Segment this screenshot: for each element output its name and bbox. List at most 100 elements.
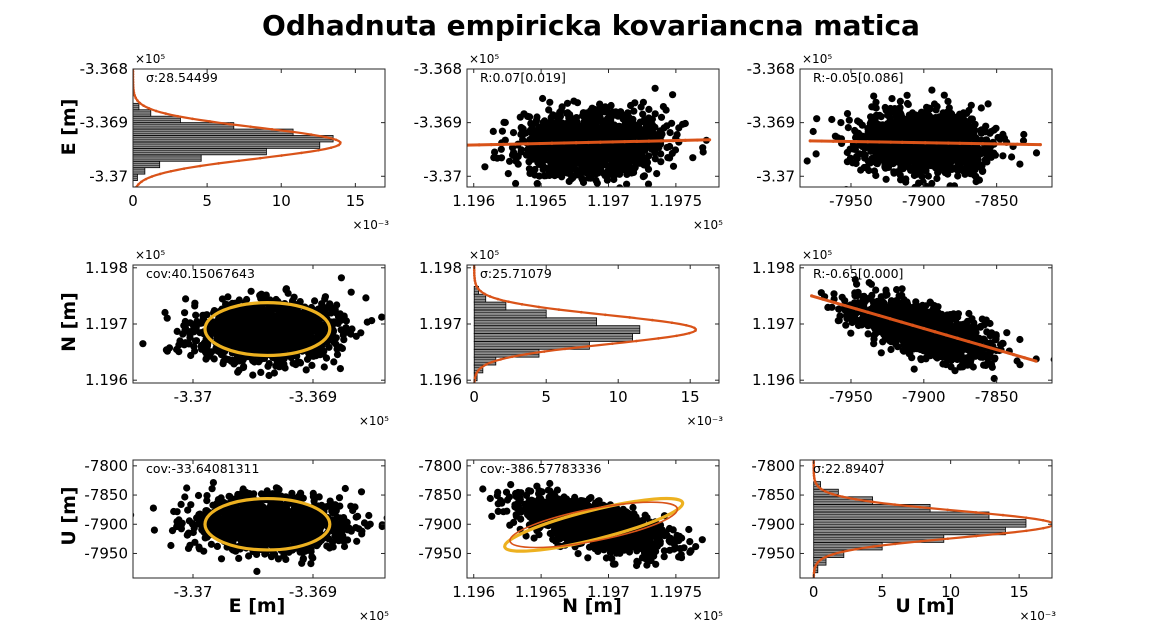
gaussian-fit-marker: [237, 159, 241, 163]
regression-marker: [550, 141, 554, 145]
x-tick-label: -3.37: [174, 388, 213, 406]
scatter-point: [281, 345, 289, 354]
scatter-point: [317, 306, 326, 314]
scatter-point: [542, 153, 550, 162]
scatter-point: [264, 320, 272, 328]
scatter-point: [517, 148, 525, 156]
y-tick-label: -3.37: [89, 167, 128, 185]
gaussian-fit-marker: [258, 156, 262, 160]
annotation-text: R:-0.05[0.086]: [813, 70, 903, 85]
gaussian-fit-marker: [164, 112, 167, 115]
scatter-point: [347, 288, 355, 296]
scatter-point: [936, 117, 944, 125]
gaussian-fit-marker: [488, 295, 492, 298]
scatter-point: [512, 179, 520, 187]
scatter-point: [619, 111, 627, 119]
scatter-point: [651, 110, 659, 118]
scatter-point: [645, 114, 653, 122]
scatter-point: [192, 324, 200, 332]
scatter-point: [325, 343, 333, 351]
annotation-text: σ:25.71079: [480, 266, 552, 281]
y-tick-label: -3.37: [423, 167, 462, 185]
gaussian-fit-curve: [473, 265, 698, 383]
scatter-point: [843, 110, 852, 118]
scatter-point: [967, 115, 975, 123]
scatter-point: [321, 293, 329, 301]
regression-marker: [992, 142, 996, 146]
regression-marker: [1027, 142, 1031, 147]
scatter-point: [333, 351, 342, 359]
scatter-point: [302, 322, 310, 330]
scatter-point: [964, 121, 973, 129]
regression-marker: [946, 141, 950, 145]
scatter-point: [210, 324, 218, 332]
scatter-point: [234, 368, 242, 376]
scatter-point: [865, 143, 873, 151]
gaussian-fit-marker: [134, 96, 137, 100]
plot-area: [139, 274, 385, 380]
scatter-point: [598, 153, 606, 161]
scatter-point: [300, 308, 308, 316]
x-tick-label: 15: [681, 388, 700, 406]
scatter-point: [630, 107, 638, 115]
scatter-point: [940, 91, 948, 99]
scatter-point: [969, 152, 977, 160]
scatter-point: [813, 115, 821, 123]
scatter-point: [519, 135, 527, 144]
annotation-text: σ:28.54499: [146, 70, 218, 85]
scatter-point: [639, 110, 647, 118]
gaussian-fit-marker: [137, 183, 140, 186]
histogram-bar: [473, 333, 634, 342]
x-tick-label: 10: [609, 388, 628, 406]
x-tick-label: 1.1975: [650, 192, 703, 210]
scatter-point: [681, 119, 689, 128]
scatter-point: [514, 160, 522, 168]
scatter-point: [868, 103, 876, 111]
regression-marker: [1004, 142, 1008, 146]
histogram-bar: [473, 301, 507, 311]
scatter-point: [279, 311, 287, 319]
scatter-point: [864, 157, 872, 165]
scatter-point: [320, 363, 328, 371]
col-label-u: U [m]: [895, 595, 954, 617]
gaussian-fit-marker: [543, 350, 546, 353]
scatter-point: [535, 172, 543, 180]
scatter-point: [185, 340, 193, 348]
regression-marker: [808, 139, 812, 143]
gaussian-fit-marker: [628, 316, 631, 319]
scatter-point: [615, 127, 623, 135]
gaussian-fit-marker: [611, 342, 614, 345]
regression-marker: [935, 141, 939, 145]
regression-marker: [707, 138, 712, 142]
scatter-point: [591, 105, 599, 114]
scatter-point: [192, 337, 201, 345]
scatter-point: [257, 368, 265, 376]
regression-marker: [981, 142, 985, 146]
gaussian-fit-marker: [477, 368, 481, 372]
scatter-point: [526, 145, 534, 153]
regression-marker: [574, 141, 578, 145]
scatter-point: [642, 162, 651, 170]
scatter-point: [613, 146, 621, 154]
scatter-point: [651, 149, 659, 157]
scatter-point: [268, 306, 276, 314]
gaussian-fit-marker: [208, 120, 212, 123]
scatter-point: [248, 341, 256, 350]
gaussian-fit-marker: [586, 344, 590, 348]
scatter-point: [915, 179, 923, 187]
scatter-point: [202, 355, 210, 363]
gaussian-fit-marker: [580, 310, 583, 314]
scatter-point: [524, 112, 532, 120]
scatter-point: [933, 174, 941, 183]
gaussian-fit-marker: [472, 268, 476, 272]
gaussian-fit-marker: [490, 360, 494, 364]
scatter-point: [984, 100, 992, 108]
gaussian-fit-marker: [474, 282, 477, 285]
scatter-point: [249, 356, 257, 364]
gaussian-fit-marker: [675, 334, 678, 338]
gaussian-fit-marker: [169, 169, 173, 173]
scatter-point: [889, 129, 897, 137]
scatter-point: [830, 290, 838, 298]
scatter-point: [898, 156, 906, 164]
scatter-point: [668, 119, 676, 127]
